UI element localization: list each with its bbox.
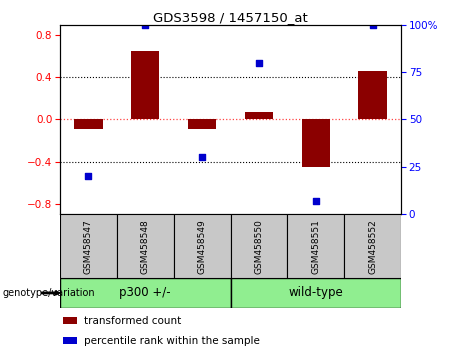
Point [312, 198, 319, 204]
Text: GSM458550: GSM458550 [254, 219, 263, 274]
Title: GDS3598 / 1457150_at: GDS3598 / 1457150_at [153, 11, 308, 24]
Text: transformed count: transformed count [84, 316, 181, 326]
Bar [60, 214, 117, 278]
Text: GSM458552: GSM458552 [368, 219, 377, 274]
Point [369, 22, 376, 28]
Text: percentile rank within the sample: percentile rank within the sample [84, 336, 260, 346]
Text: genotype/variation: genotype/variation [2, 288, 95, 298]
Bar [301, 119, 330, 167]
Bar [174, 214, 230, 278]
Bar [131, 51, 160, 119]
Bar [245, 112, 273, 119]
Text: wild-type: wild-type [289, 286, 343, 299]
Bar [63, 317, 77, 324]
Point [255, 60, 263, 65]
Text: GSM458547: GSM458547 [84, 219, 93, 274]
Bar [60, 278, 230, 308]
Bar [117, 214, 174, 278]
Point [198, 154, 206, 160]
Text: GSM458548: GSM458548 [141, 219, 150, 274]
Text: GSM458549: GSM458549 [198, 219, 207, 274]
Bar [74, 119, 102, 129]
Text: p300 +/-: p300 +/- [119, 286, 171, 299]
Bar [230, 214, 287, 278]
Bar [287, 214, 344, 278]
Point [85, 173, 92, 179]
Text: GSM458551: GSM458551 [311, 219, 320, 274]
Bar [188, 119, 216, 129]
Bar [344, 214, 401, 278]
Bar [63, 337, 77, 344]
Bar [358, 71, 387, 119]
Bar [230, 278, 401, 308]
Point [142, 22, 149, 28]
